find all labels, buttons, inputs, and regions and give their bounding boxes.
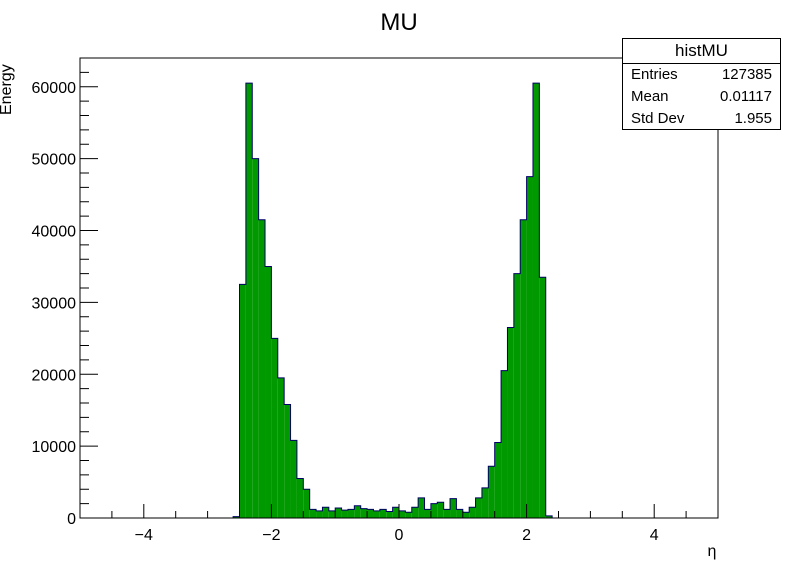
histogram-bar — [271, 338, 278, 518]
histogram-bar — [488, 466, 495, 518]
y-tick-label: 10000 — [32, 439, 77, 456]
histogram-bar — [392, 507, 399, 518]
stats-label: Std Dev — [631, 110, 685, 127]
histogram-bar — [322, 507, 329, 518]
x-tick-label: −2 — [262, 527, 280, 544]
histogram-bar — [379, 509, 387, 518]
stats-label: Mean — [631, 88, 669, 105]
histogram-bar — [399, 510, 406, 518]
histogram-bar — [430, 503, 438, 518]
histogram-bar — [456, 509, 463, 518]
histogram-bar — [494, 442, 502, 518]
histogram-bar — [450, 498, 457, 518]
histogram-bar — [462, 512, 470, 518]
axis-ticks: −4 −2 0 2 4 0 10000 20000 30000 40000 50000 60000 — [32, 57, 719, 544]
histogram-bar — [437, 502, 444, 518]
stats-box-title: histMU — [623, 39, 780, 64]
stats-label: Entries — [631, 66, 678, 83]
histogram-bar — [443, 509, 451, 518]
stats-value: 1.955 — [734, 110, 772, 127]
histogram-bar — [507, 327, 514, 518]
histogram-bar — [296, 478, 304, 518]
histogram-bar — [303, 489, 310, 518]
stats-value: 0.01117 — [720, 88, 772, 105]
histogram-bars — [232, 82, 565, 519]
histogram-bar — [386, 511, 393, 518]
histogram-bar — [469, 507, 476, 518]
histogram-bar — [513, 273, 521, 518]
histogram-bar — [265, 266, 272, 518]
histogram-bar — [405, 512, 412, 518]
histogram-bar — [526, 176, 533, 518]
x-tick-label: 4 — [650, 527, 659, 544]
histogram-bar — [233, 516, 240, 518]
histogram-bar — [532, 83, 540, 518]
y-tick-label: 20000 — [32, 367, 77, 384]
histogram-bar — [309, 509, 317, 518]
x-tick-label: 2 — [522, 527, 531, 544]
histogram-bar — [418, 497, 425, 518]
histogram-bar — [539, 277, 546, 518]
histogram-bar — [335, 507, 342, 518]
histogram-bar — [475, 497, 482, 518]
x-tick-label: 0 — [395, 527, 404, 544]
histogram-bar — [481, 487, 489, 518]
histogram-bar — [239, 284, 246, 518]
histogram-bar — [373, 510, 380, 518]
y-tick-label: 50000 — [32, 152, 77, 169]
histogram-bar — [520, 219, 527, 518]
y-axis-label: Energy — [0, 64, 15, 115]
y-tick-label: 40000 — [32, 224, 77, 241]
histogram-bar — [545, 515, 553, 518]
histogram-bar — [354, 505, 361, 518]
histogram-bar — [290, 440, 297, 518]
histogram-bar — [347, 509, 355, 518]
stats-box: histMU Entries 127385 Mean 0.01117 Std D… — [622, 38, 781, 130]
histogram-bar — [328, 510, 336, 518]
y-tick-label: 60000 — [32, 80, 77, 97]
histogram-bar — [424, 509, 431, 518]
histogram-bar — [411, 507, 419, 518]
y-tick-label: 0 — [67, 511, 76, 528]
stats-row-stddev: Std Dev 1.955 — [623, 108, 780, 130]
y-tick-label: 30000 — [32, 295, 77, 312]
histogram-bar — [316, 510, 323, 518]
stats-row-entries: Entries 127385 — [623, 64, 780, 86]
histogram-bar — [258, 219, 266, 518]
histogram-bar — [360, 508, 368, 518]
histogram-bar — [277, 377, 285, 518]
stats-row-mean: Mean 0.01117 — [623, 86, 780, 108]
histogram-outline — [232, 82, 565, 519]
histogram-bar — [284, 404, 291, 518]
histogram-bar — [501, 370, 508, 518]
histogram-bar — [252, 158, 259, 518]
histogram-bar — [341, 510, 348, 518]
x-tick-label: −4 — [135, 527, 153, 544]
histogram-bar — [245, 83, 253, 518]
x-axis-label: η — [708, 543, 717, 560]
histogram-bar — [367, 509, 374, 518]
stats-value: 127385 — [721, 66, 772, 83]
chart-title: MU — [380, 9, 417, 36]
